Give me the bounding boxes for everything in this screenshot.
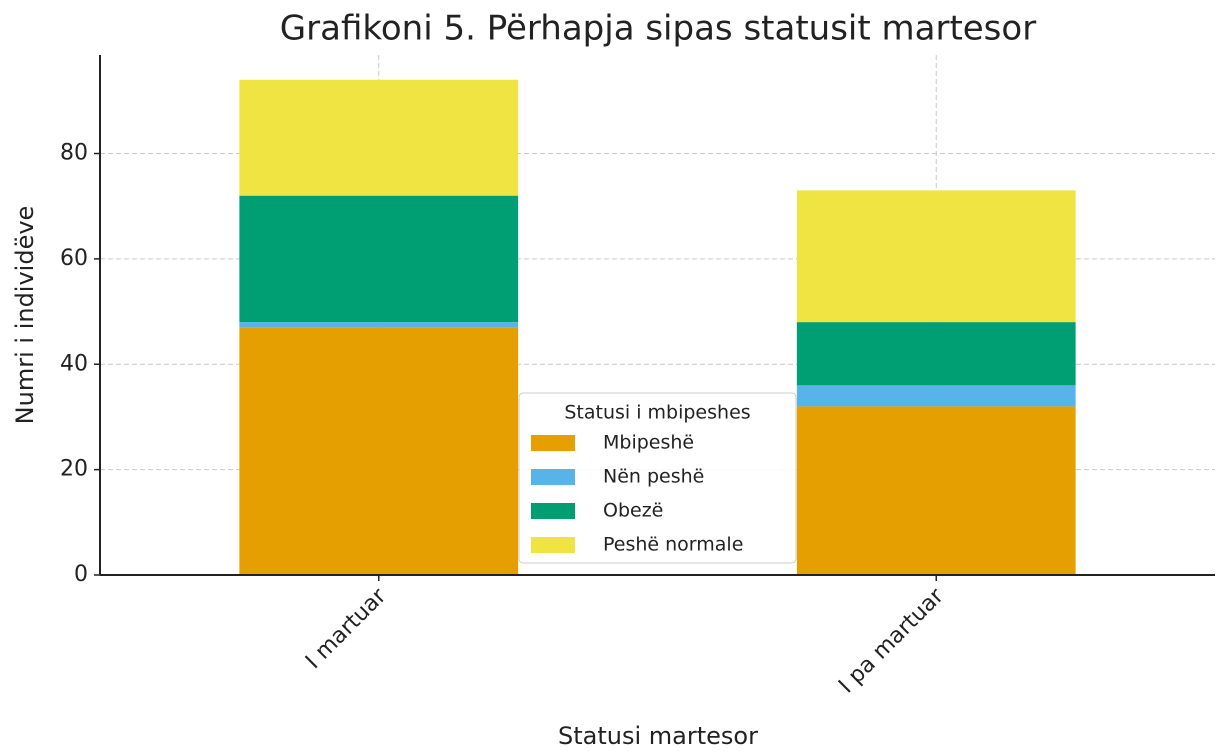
- y-tick-label: 40: [60, 351, 88, 376]
- bar-segment: [796, 385, 1076, 407]
- bar-segment: [239, 195, 519, 323]
- x-tick-label: I pa martuar: [834, 583, 949, 698]
- legend-label: Nën peshë: [603, 466, 704, 488]
- x-tick-label: I martuar: [301, 583, 392, 674]
- bar-segment: [796, 406, 1076, 575]
- bar-segment: [239, 327, 519, 575]
- bar-segment: [239, 79, 519, 196]
- chart-title: Grafikoni 5. Përhapja sipas statusit mar…: [280, 9, 1036, 49]
- bar-segment: [796, 190, 1076, 323]
- legend-title: Statusi i mbipeshes: [564, 402, 750, 424]
- legend-swatch: [531, 537, 575, 553]
- legend-box: [518, 392, 797, 564]
- y-axis-label: Numri i individëve: [11, 206, 39, 425]
- x-axis-label: Statusi martesor: [558, 722, 758, 750]
- y-tick-label: 0: [74, 562, 88, 587]
- legend-swatch: [531, 435, 575, 451]
- bars: [239, 79, 1076, 575]
- y-tick-label: 20: [60, 457, 88, 482]
- bar-segment: [796, 322, 1076, 386]
- legend-label: Obezë: [603, 500, 663, 522]
- legend-label: Peshë normale: [603, 534, 743, 556]
- legend: Statusi i mbipeshes Mbipeshë Nën peshë Obez…: [518, 392, 797, 564]
- legend-swatch: [531, 503, 575, 519]
- y-tick-label: 60: [60, 246, 88, 271]
- legend-swatch: [531, 469, 575, 485]
- legend-label: Mbipeshë: [603, 432, 694, 454]
- y-tick-label: 80: [60, 141, 88, 166]
- bar-segment: [239, 322, 519, 328]
